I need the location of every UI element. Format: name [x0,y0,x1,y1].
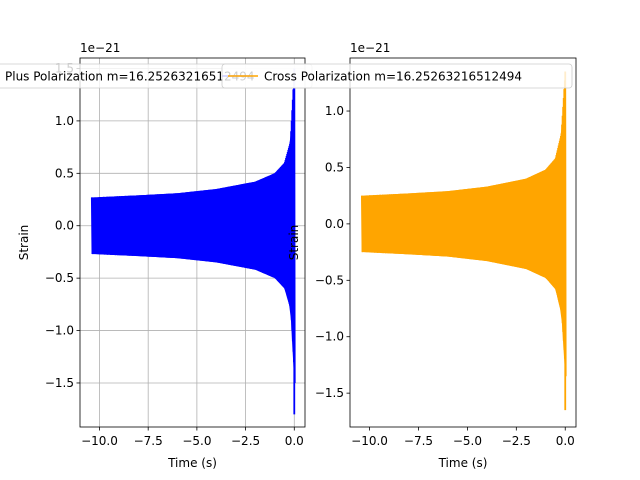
y-offset-text: 1e−21 [350,41,390,55]
x-tick-label: −5.0 [182,434,211,448]
legend-box [221,63,573,89]
subplot-2: −10.0 −7.5 −5.0 −2.5 0.0 −1.5 −1.0 −0.5 0.0 0.5 1.… [287,41,577,470]
y-tick-label: −1.5 [45,376,74,390]
y-tick-label: 0.0 [325,217,344,231]
x-tick-label: −5.0 [453,434,482,448]
x-tick-label: −10.0 [351,434,388,448]
x-tick-label: 0.0 [285,434,304,448]
y-axis-label: Strain [17,225,31,261]
y-tick-label: −1.0 [315,330,344,344]
y-tick-label: 0.5 [55,166,74,180]
y-axis-label: Strain [287,225,301,261]
axes-frame [79,57,306,428]
y-tick-label: −0.5 [315,273,344,287]
y-tick-label: 0.5 [325,160,344,174]
legend-entry-label: Cross Polarization m=16.25263216512494 [264,70,522,84]
subplot-1: −10.0 −7.5 −5.0 −2.5 0.0 −1.5 −1.0 −0.5 0.0 0.5 1.… [17,41,306,470]
x-tick-label: 0.0 [556,434,575,448]
series-1-band [361,71,566,377]
x-tick-label: −10.0 [81,434,118,448]
x-tick-label: −7.5 [404,434,433,448]
x-axis-label: Time (s) [438,456,488,470]
x-axis-label: Time (s) [167,456,217,470]
x-tick-label: −2.5 [502,434,531,448]
series-1-band [91,68,295,383]
x-tick-label: −2.5 [231,434,260,448]
y-offset-text: 1e−21 [80,41,120,55]
legend-2: Cross Polarization m=16.25263216512494 [221,63,573,89]
y-tick-label: −0.5 [45,271,74,285]
y-tick-label: 1.0 [55,114,74,128]
y-tick-label: −1.5 [315,386,344,400]
axes-frame [349,57,577,428]
legend-entry-label: Plus Polarization m=16.25263216512494 [5,70,255,84]
y-tick-label: 1.0 [325,104,344,118]
y-tick-label: −1.0 [45,324,74,338]
y-tick-label: 0.0 [55,219,74,233]
x-tick-label: −7.5 [134,434,163,448]
